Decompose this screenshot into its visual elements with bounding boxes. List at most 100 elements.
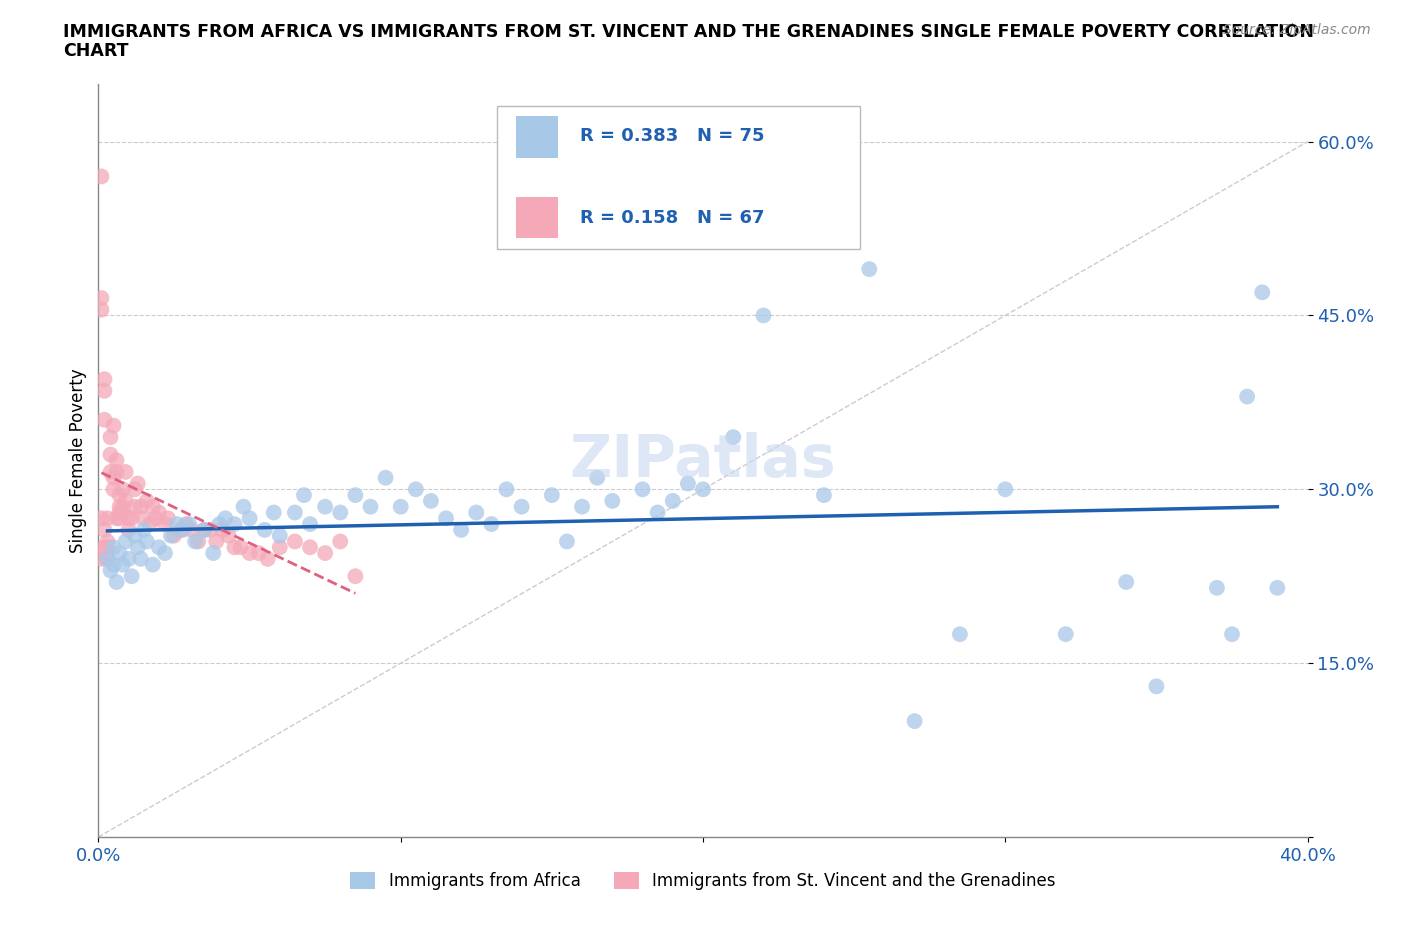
Point xyxy=(111,557,134,572)
Point xyxy=(631,482,654,497)
Point xyxy=(100,563,122,578)
Point xyxy=(1206,580,1229,595)
Point xyxy=(118,551,141,566)
Point xyxy=(100,447,122,462)
Point xyxy=(90,302,112,317)
Point xyxy=(90,551,112,566)
Point xyxy=(124,482,146,497)
Point xyxy=(229,539,252,554)
FancyBboxPatch shape xyxy=(498,106,860,249)
Y-axis label: Single Female Poverty: Single Female Poverty xyxy=(69,368,87,552)
Point xyxy=(132,511,155,525)
Point xyxy=(420,494,443,509)
Point xyxy=(105,575,128,590)
Point xyxy=(299,517,322,532)
Point xyxy=(163,528,186,543)
Point xyxy=(160,528,183,543)
Point xyxy=(93,523,115,538)
Point xyxy=(111,499,134,514)
Point xyxy=(179,517,201,532)
Point xyxy=(96,539,118,554)
Point xyxy=(994,482,1017,497)
Point xyxy=(114,534,136,549)
Point xyxy=(103,539,125,554)
Point xyxy=(200,523,222,538)
Point xyxy=(299,539,322,554)
Point xyxy=(284,534,307,549)
Point xyxy=(602,494,624,509)
Point xyxy=(108,546,131,561)
Point xyxy=(100,430,122,445)
Point xyxy=(139,517,162,532)
Point xyxy=(90,511,112,525)
Text: R = 0.383   N = 75: R = 0.383 N = 75 xyxy=(579,127,765,145)
Point xyxy=(96,551,118,566)
Point xyxy=(145,511,167,525)
Point xyxy=(105,453,128,468)
Point xyxy=(239,546,262,561)
Point xyxy=(105,464,128,479)
Point xyxy=(111,482,134,497)
Point xyxy=(1115,575,1137,590)
Point xyxy=(127,539,149,554)
Point xyxy=(124,499,146,514)
Point xyxy=(723,430,745,445)
Point xyxy=(571,499,593,514)
Legend: Immigrants from Africa, Immigrants from St. Vincent and the Grenadines: Immigrants from Africa, Immigrants from … xyxy=(343,865,1063,897)
Point xyxy=(214,511,236,525)
Point xyxy=(314,546,336,561)
Point xyxy=(434,511,457,525)
Point xyxy=(540,487,562,502)
Text: IMMIGRANTS FROM AFRICA VS IMMIGRANTS FROM ST. VINCENT AND THE GRENADINES SINGLE : IMMIGRANTS FROM AFRICA VS IMMIGRANTS FRO… xyxy=(63,23,1315,41)
Point xyxy=(93,383,115,398)
Point xyxy=(193,523,215,538)
Point xyxy=(1251,285,1274,299)
Point xyxy=(858,261,880,276)
Point xyxy=(247,546,270,561)
Point xyxy=(465,505,488,520)
Point xyxy=(166,517,188,532)
Point xyxy=(193,523,215,538)
Point xyxy=(93,372,115,387)
Text: R = 0.158   N = 67: R = 0.158 N = 67 xyxy=(579,209,765,227)
Point xyxy=(1267,580,1289,595)
Text: Source: ZipAtlas.com: Source: ZipAtlas.com xyxy=(1223,23,1371,37)
Point xyxy=(156,511,179,525)
Point xyxy=(1054,627,1077,642)
Point xyxy=(108,505,131,520)
Point xyxy=(96,551,118,566)
Point xyxy=(181,523,204,538)
Point xyxy=(1144,679,1167,694)
Point xyxy=(752,308,775,323)
Point xyxy=(114,494,136,509)
Point xyxy=(121,569,143,584)
Point xyxy=(586,471,609,485)
Point xyxy=(360,499,382,514)
Point xyxy=(269,528,291,543)
Point xyxy=(118,511,141,525)
Point xyxy=(284,505,307,520)
Point xyxy=(1220,627,1243,642)
Point xyxy=(205,534,228,549)
Point xyxy=(813,487,835,502)
Point xyxy=(127,476,149,491)
Point xyxy=(129,551,152,566)
Point xyxy=(135,534,157,549)
Point xyxy=(187,534,209,549)
Point xyxy=(118,523,141,538)
Point xyxy=(253,523,276,538)
Point xyxy=(292,487,315,502)
Point xyxy=(172,523,194,538)
Point xyxy=(114,464,136,479)
Point xyxy=(100,464,122,479)
Point xyxy=(232,499,254,514)
Point xyxy=(202,546,225,561)
Point xyxy=(121,511,143,525)
Point xyxy=(153,546,176,561)
Point xyxy=(224,539,246,554)
Point xyxy=(224,517,246,532)
Point xyxy=(481,517,503,532)
Point xyxy=(405,482,427,497)
Point xyxy=(239,511,262,525)
Point xyxy=(90,169,112,184)
